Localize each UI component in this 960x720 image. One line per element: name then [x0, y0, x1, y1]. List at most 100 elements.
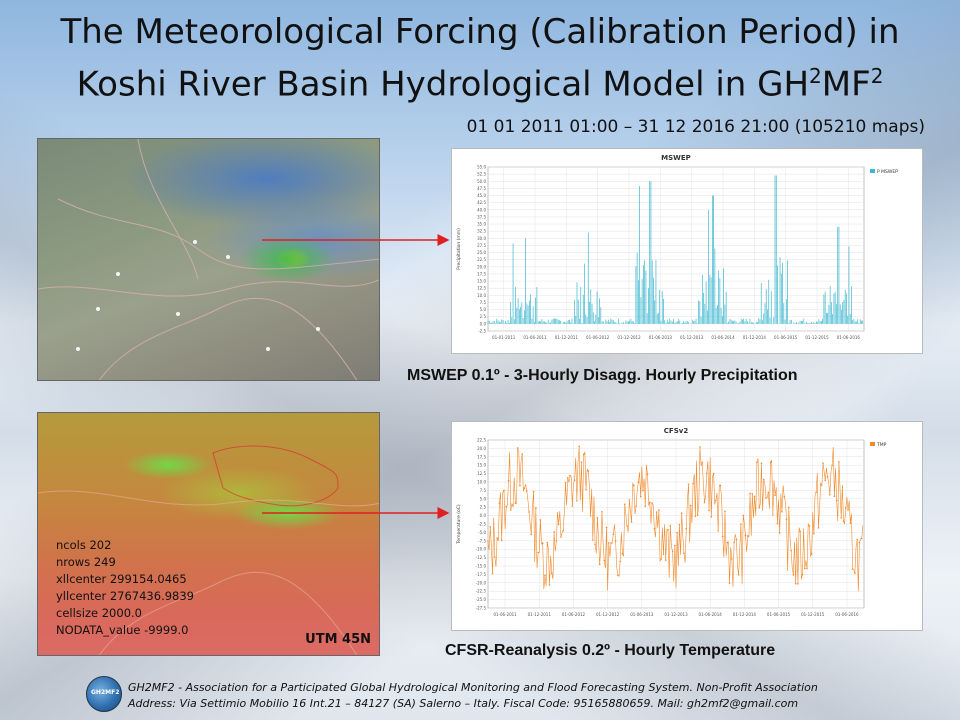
x-tick-label: 01-06-2015	[774, 335, 798, 340]
x-tick-label: 01-12-2015	[801, 612, 825, 617]
temperature-point	[528, 511, 530, 513]
temperature-point	[847, 509, 849, 511]
temperature-point	[705, 472, 708, 475]
temperature-point	[733, 541, 735, 544]
temperature-point	[633, 484, 635, 487]
temperature-point	[557, 523, 560, 526]
temperature-point	[808, 525, 811, 527]
legend-label: P MSWEP	[877, 169, 898, 175]
temperature-point	[685, 527, 688, 530]
x-tick-label: 01-12-2014	[743, 335, 767, 340]
y-tick-label: 7.5	[480, 300, 487, 305]
footer-text: GH2MF2 - Association for a Participated …	[128, 680, 818, 712]
y-tick-label: 0.0	[480, 513, 487, 518]
temperature-chart: CFSv2 22.5 20.0 17.5 15.0 12.5 10.0 7.5 5.0 2.5 0.…	[451, 421, 923, 631]
y-tick-label: 0.0	[480, 321, 487, 326]
y-axis-label: Precipitation (mm)	[456, 228, 462, 270]
legend-swatch	[870, 442, 875, 446]
temperature-point	[801, 573, 804, 576]
temperature-point	[489, 525, 492, 528]
temperature-point	[742, 514, 745, 517]
organization-logo-icon	[86, 676, 122, 712]
temperature-point	[639, 495, 642, 498]
y-tick-label: 50.0	[477, 179, 486, 184]
temperature-point	[758, 507, 760, 509]
temperature-point	[578, 445, 580, 448]
temperature-point	[644, 505, 647, 508]
y-tick-label: 15.0	[477, 463, 486, 468]
y-tick-label: 52.5	[477, 172, 486, 177]
temperature-point	[610, 542, 612, 544]
y-tick-label: 17.5	[477, 271, 486, 276]
temperature-point	[576, 500, 578, 502]
temperature-point	[512, 505, 514, 507]
temperature-point	[728, 582, 731, 584]
y-tick-label: 32.5	[477, 229, 486, 234]
y-tick-label: -22.5	[476, 589, 487, 594]
temperature-point	[788, 506, 790, 509]
y-tick-label: -20.0	[476, 580, 487, 585]
temperature-point	[690, 504, 692, 507]
temperature-point	[660, 558, 662, 560]
temperature-point	[824, 479, 827, 482]
temperature-point	[797, 583, 799, 585]
temperature-point	[603, 559, 606, 562]
x-tick-label: 01-12-2011	[528, 612, 552, 617]
y-tick-label: 30.0	[477, 236, 486, 241]
temperature-point	[849, 522, 852, 524]
temperature-point	[813, 532, 815, 535]
temperature-point	[854, 572, 856, 574]
y-tick-label: -27.5	[476, 606, 487, 611]
temperature-point	[680, 512, 683, 514]
y-tick-label: 5.0	[480, 496, 487, 501]
temperature-point	[694, 515, 697, 518]
temperature-point	[519, 484, 521, 487]
temperature-point	[646, 473, 649, 476]
temperature-point	[726, 541, 729, 544]
temperature-point	[696, 514, 699, 516]
temperature-point	[692, 482, 694, 485]
temperature-point	[708, 509, 710, 512]
temperature-point	[653, 527, 656, 530]
temperature-point	[496, 537, 498, 539]
temperature-point	[594, 543, 596, 546]
date-range: 01 01 2011 01:00 – 31 12 2016 21:00 (105…	[466, 117, 925, 137]
temperature-point	[701, 461, 704, 464]
y-tick-label: -2.5	[478, 522, 486, 527]
x-tick-label: 01-12-2011	[555, 335, 579, 340]
temperature-point	[503, 489, 505, 492]
temperature-point	[585, 488, 587, 491]
y-tick-label: 5.0	[480, 307, 487, 312]
temperature-point	[822, 462, 824, 464]
y-tick-label: 12.5	[477, 286, 486, 291]
temperature-point	[546, 541, 549, 544]
param-ncols: ncols 202	[56, 538, 112, 552]
y-tick-label: -5.0	[478, 530, 486, 535]
temperature-point	[564, 481, 567, 484]
temperature-point	[539, 519, 542, 521]
y-tick-label: 2.5	[480, 505, 487, 510]
precipitation-chart: MSWEP -2.5 0.0 2.5 5.0 7.5 10.0 12.5 15.0 17.5 20.…	[451, 148, 923, 354]
temperature-point	[783, 495, 786, 498]
temperature-point	[626, 525, 628, 527]
x-tick-label: 01-06-2011	[523, 335, 547, 340]
temperature-point	[678, 523, 681, 526]
temperature-point	[856, 538, 858, 541]
y-tick-label: 22.5	[477, 257, 486, 262]
temperature-point	[516, 447, 519, 449]
temperature-point	[792, 574, 795, 576]
temperature-line	[487, 446, 864, 592]
title-line-1: The Meteorological Forcing (Calibration …	[60, 12, 900, 52]
temperature-point	[746, 535, 749, 537]
temperature-point	[619, 560, 621, 563]
param-nrows: nrows 249	[56, 555, 116, 569]
title-line-2: Koshi River Basin Hydrological Model in …	[76, 64, 884, 105]
temperature-point	[851, 568, 854, 570]
temperature-point	[769, 461, 772, 463]
y-tick-label: 15.0	[477, 279, 486, 284]
y-tick-label: -25.0	[476, 597, 487, 602]
temperature-point	[829, 493, 831, 496]
temperature-point	[598, 563, 601, 566]
temperature-point	[810, 553, 813, 555]
x-tick-label: 01-06-2011	[493, 612, 517, 617]
